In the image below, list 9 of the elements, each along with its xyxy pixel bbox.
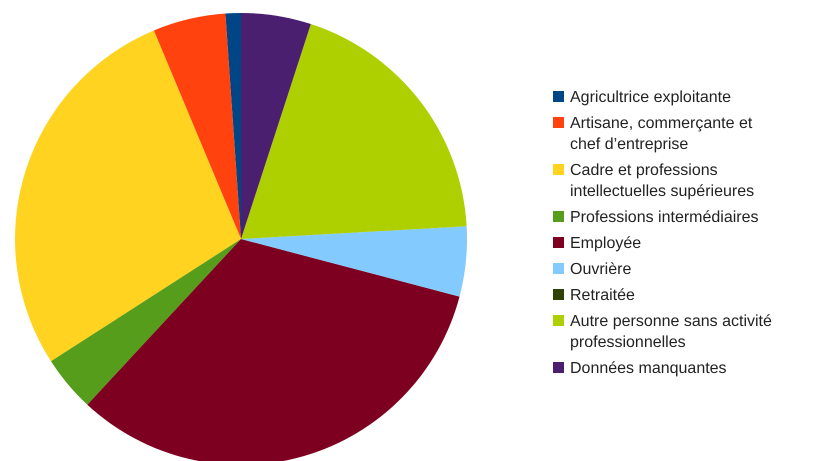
legend-label: Professions intermédiaires [570,209,759,226]
legend-label: Cadre et professions intellectuelles supérieures [570,162,754,200]
legend-label: Artisane, commerçante et chef d’entreprise [570,115,753,153]
legend-label: Employée [570,235,642,252]
legend-label: Autre personne sans activité professionnelles [570,313,772,351]
legend-label: Ouvrière [570,261,632,278]
legend-label: Agricultrice exploitante [570,89,732,106]
legend-label: Données manquantes [570,360,727,377]
legend-label: Retraitée [570,287,636,304]
